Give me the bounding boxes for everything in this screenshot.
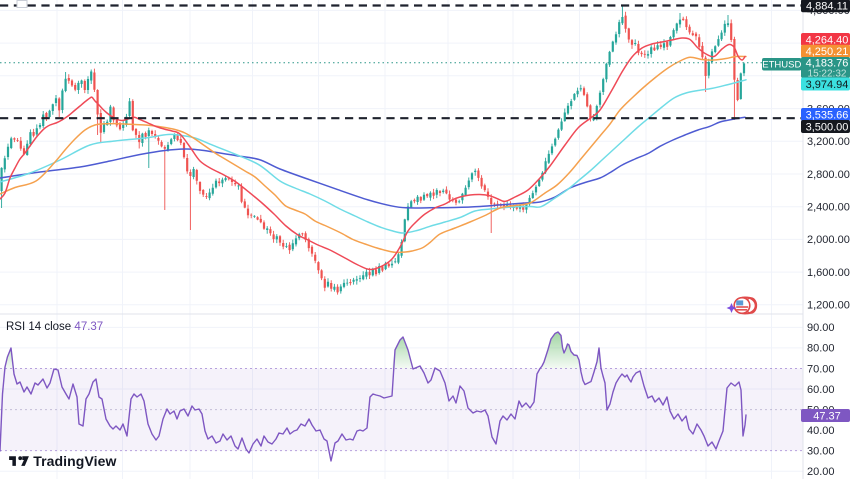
svg-text:1,200.00: 1,200.00 <box>807 300 850 312</box>
svg-text:2,000.00: 2,000.00 <box>807 234 850 246</box>
svg-text:47.37: 47.37 <box>813 410 841 422</box>
svg-text:RSI 14 close 47.37: RSI 14 close 47.37 <box>6 321 103 333</box>
svg-text:ETHUSD: ETHUSD <box>762 60 801 71</box>
svg-text:60.00: 60.00 <box>807 384 835 396</box>
svg-text:4,183.76: 4,183.76 <box>806 58 849 70</box>
svg-text:90.00: 90.00 <box>807 322 835 334</box>
svg-text:1,600.00: 1,600.00 <box>807 267 850 279</box>
svg-text:2,400.00: 2,400.00 <box>807 202 850 214</box>
svg-text:40.00: 40.00 <box>807 425 835 437</box>
svg-text:80.00: 80.00 <box>807 343 835 355</box>
svg-text:70.00: 70.00 <box>807 363 835 375</box>
svg-text:3,500.00: 3,500.00 <box>806 121 849 133</box>
svg-text:TradingView: TradingView <box>33 453 116 469</box>
svg-text:2,800.00: 2,800.00 <box>807 169 850 181</box>
svg-text:15:22:32: 15:22:32 <box>808 68 847 79</box>
svg-text:3,974.94: 3,974.94 <box>806 79 849 91</box>
svg-text:20.00: 20.00 <box>807 466 835 478</box>
svg-text:30.00: 30.00 <box>807 445 835 457</box>
svg-text:3,200.00: 3,200.00 <box>807 136 850 148</box>
svg-text:4,250.21: 4,250.21 <box>806 46 849 58</box>
svg-text:3,535.66: 3,535.66 <box>806 109 849 121</box>
svg-text:4,264.40: 4,264.40 <box>806 34 849 46</box>
svg-text:4,884.11: 4,884.11 <box>806 1 848 13</box>
